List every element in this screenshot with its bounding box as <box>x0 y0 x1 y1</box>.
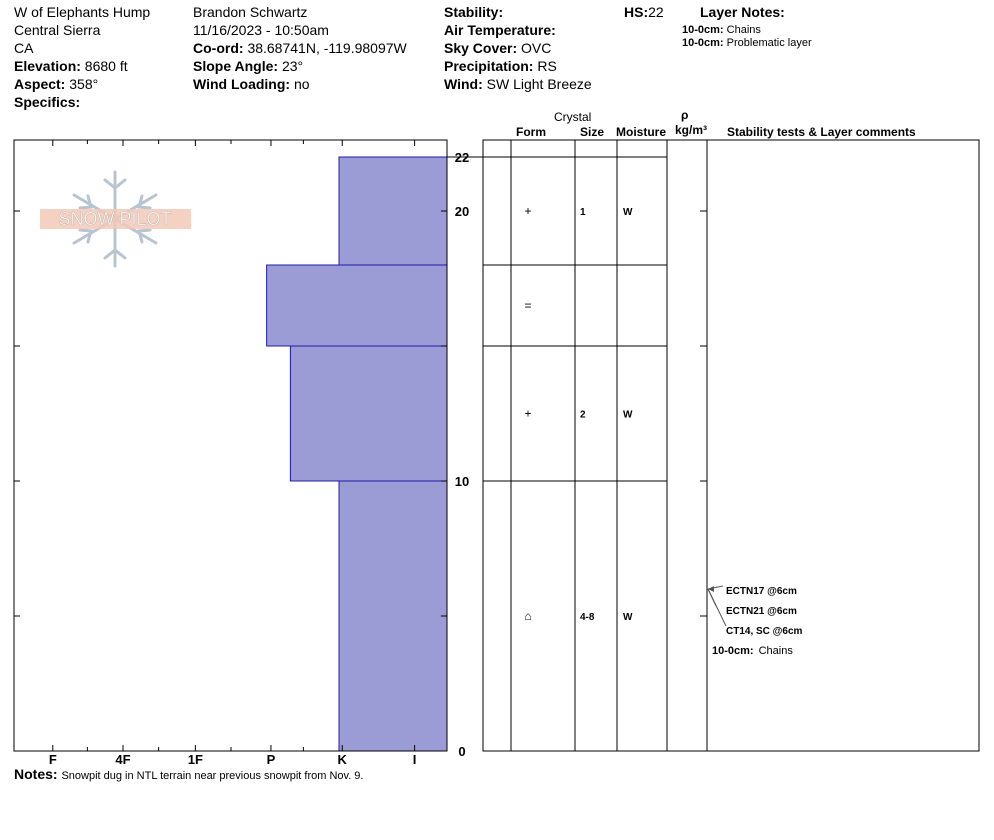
stability-test-arrow <box>707 588 727 627</box>
coordinates-label: Co-ord: <box>193 40 244 56</box>
hardness-bar <box>338 156 448 266</box>
snow-pilot-logo: SNOW PILOT <box>40 170 191 268</box>
layer-size: 4-8 <box>580 612 595 623</box>
specifics: Specifics: <box>14 93 80 111</box>
sky-cover-label: Sky Cover: <box>444 40 518 56</box>
layer-notes-title: Layer Notes: <box>700 4 785 20</box>
wind-loading-value: no <box>293 76 310 92</box>
layer-comment-text: Chains <box>759 645 794 657</box>
wind-loading-label: Wind Loading: <box>193 76 291 92</box>
layer-form: ⌂ <box>524 609 531 623</box>
specifics-label: Specifics: <box>14 94 81 110</box>
layer-form: + <box>524 204 531 218</box>
hardness-tick-label: I <box>413 752 417 767</box>
layer-note-text: Problematic layer <box>726 37 812 49</box>
location-name: W of Elephants Hump <box>14 4 151 20</box>
hardness-bar <box>266 264 448 347</box>
depth-tick-label: 10 <box>455 474 469 489</box>
size-header: Size <box>580 125 605 139</box>
observation-datetime: 11/16/2023 - 10:50am <box>193 22 329 38</box>
layer-comment-label: 10-0cm: <box>712 645 754 657</box>
depth-tick-label: 0 <box>458 744 465 759</box>
form-header: Form <box>516 125 546 139</box>
wind-value: SW Light Breeze <box>486 76 592 92</box>
elevation-value: 8680 ft <box>84 58 128 74</box>
layer-note-label: 10-0cm: <box>682 24 724 36</box>
layer-note-text: Chains <box>726 24 761 36</box>
observer-name: Brandon Schwartz <box>193 4 308 20</box>
layer-form: + <box>524 407 531 421</box>
state-name: CA <box>14 40 34 56</box>
wind: Wind: SW Light Breeze <box>444 75 592 93</box>
wind-label: Wind: <box>444 76 483 92</box>
crystal-header: Crystal <box>554 110 592 124</box>
elevation-label: Elevation: <box>14 58 81 74</box>
layer-note-label: 10-0cm: <box>682 37 724 49</box>
hardness-tick-label: 1F <box>188 752 203 767</box>
hardness-tick-label: 4F <box>115 752 130 767</box>
hardness-bar <box>289 345 448 482</box>
comments-header: Stability tests & Layer comments <box>727 125 916 139</box>
layer-moisture: W <box>623 207 633 218</box>
layer-comment: 10-0cm: Chains <box>712 645 793 657</box>
depth-tick-label: 20 <box>455 204 469 219</box>
moisture-header: Moisture <box>616 125 667 139</box>
layer-note: 10-0cm: Problematic layer <box>682 37 812 50</box>
air-temperature: Air Temperature: <box>444 21 556 39</box>
hs: HS:22 <box>624 3 664 21</box>
layer-size: 2 <box>580 410 586 421</box>
hardness-bar <box>338 480 448 752</box>
precipitation-label: Precipitation: <box>444 58 534 74</box>
elevation: Elevation: 8680 ft <box>14 57 128 75</box>
aspect-value: 358° <box>69 76 99 92</box>
region-name: Central Sierra <box>14 22 101 38</box>
sky-cover: Sky Cover: OVC <box>444 39 551 57</box>
coordinates-value: 38.68741N, -119.98097W <box>247 40 407 56</box>
sky-cover-value: OVC <box>521 40 552 56</box>
table-column-dividers <box>510 140 708 751</box>
layer-form: = <box>524 299 531 313</box>
wind-loading: Wind Loading: no <box>193 75 310 93</box>
stability-label: Stability: <box>444 4 504 20</box>
notes-label: Notes: <box>14 766 58 782</box>
slope-angle: Slope Angle: 23° <box>193 57 303 75</box>
hs-value: 22 <box>648 4 664 20</box>
aspect-label: Aspect: <box>14 76 66 92</box>
slope-angle-label: Slope Angle: <box>193 58 279 74</box>
notes: Notes: Snowpit dug in NTL terrain near p… <box>14 766 363 783</box>
layer-note: 10-0cm: Chains <box>682 24 761 37</box>
stability-test-label: ECTN21 @6cm <box>726 606 797 617</box>
air-temperature-label: Air Temperature: <box>444 22 556 38</box>
hs-label: HS: <box>624 4 649 20</box>
layer-size: 1 <box>580 207 586 218</box>
slope-angle-value: 23° <box>281 58 304 74</box>
stability-test-label: CT14, SC @6cm <box>726 626 803 637</box>
layer-moisture: W <box>623 612 633 623</box>
precipitation-value: RS <box>537 58 557 74</box>
logo-text: SNOW PILOT <box>58 209 171 229</box>
stability-test-arrowhead <box>708 586 714 592</box>
density-unit: kg/m³ <box>675 123 708 137</box>
hardness-tick-label: P <box>267 752 276 767</box>
hardness-tick-label: F <box>49 752 57 767</box>
layer-table-frame <box>482 139 980 752</box>
stability: Stability: <box>444 3 503 21</box>
notes-text: Snowpit dug in NTL terrain near previous… <box>61 770 364 782</box>
stability-test-label: ECTN17 @6cm <box>726 586 797 597</box>
coordinates: Co-ord: 38.68741N, -119.98097W <box>193 39 407 57</box>
layer-moisture: W <box>623 410 633 421</box>
density-symbol: ρ <box>681 108 689 122</box>
precipitation: Precipitation: RS <box>444 57 557 75</box>
hardness-tick-label: K <box>338 752 348 767</box>
aspect: Aspect: 358° <box>14 75 98 93</box>
